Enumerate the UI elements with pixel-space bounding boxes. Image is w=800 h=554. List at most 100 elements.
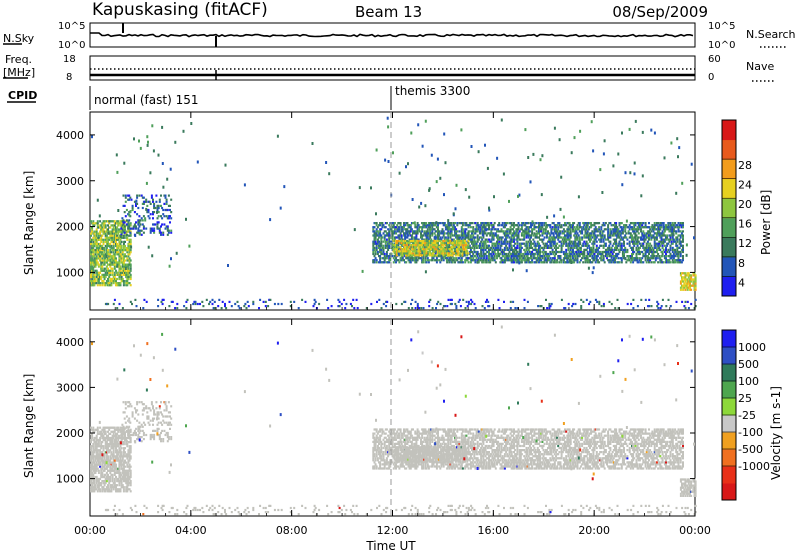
power-cell	[128, 275, 131, 279]
power-cell	[531, 252, 534, 256]
power-cell	[423, 232, 426, 235]
power-cell	[508, 236, 511, 239]
power-cell	[158, 198, 161, 201]
power-cell	[490, 255, 493, 258]
power-cell	[527, 156, 530, 159]
power-cell	[397, 239, 399, 243]
power-cell	[151, 254, 154, 258]
power-cell	[152, 198, 154, 201]
power-cell	[670, 232, 673, 235]
power-cell	[113, 263, 116, 266]
power-cell	[115, 277, 117, 281]
power-cell	[653, 224, 656, 227]
power-cell	[694, 276, 697, 279]
power-cell	[500, 236, 503, 239]
power-cell	[615, 224, 618, 227]
power-cell	[579, 248, 582, 251]
power-cell	[404, 300, 407, 303]
power-cell	[590, 252, 593, 256]
power-cell	[539, 244, 542, 247]
power-cell	[409, 259, 412, 262]
power-cell	[111, 247, 114, 250]
power-cell	[516, 234, 519, 237]
power-cell	[586, 226, 589, 229]
power-cell	[441, 250, 444, 253]
power-cell	[559, 257, 562, 260]
power-cell	[476, 234, 479, 237]
power-cell	[541, 238, 544, 241]
power-cell	[106, 302, 108, 306]
power-cell	[524, 232, 527, 235]
power-cell	[393, 255, 396, 258]
power-cell	[126, 267, 129, 270]
power-cell	[483, 257, 486, 260]
power-cell	[633, 224, 636, 227]
power-cell	[536, 250, 539, 254]
power-cell	[411, 298, 414, 301]
power-cell	[141, 219, 144, 222]
power-cell	[425, 226, 428, 229]
power-cell	[550, 259, 553, 262]
power-cell	[93, 261, 96, 264]
power-cell	[115, 280, 117, 283]
power-cell	[611, 248, 614, 251]
power-cell	[663, 240, 666, 243]
power-cell	[631, 248, 633, 251]
power-cell	[540, 228, 543, 231]
power-cell	[441, 257, 444, 260]
power-cell	[407, 259, 410, 262]
power-cell	[91, 267, 94, 270]
power-cell	[656, 300, 659, 303]
colorbar-segment	[722, 276, 736, 297]
power-cell	[502, 261, 505, 264]
power-cell	[426, 248, 429, 251]
power-cell	[483, 246, 486, 249]
power-cell	[111, 259, 114, 262]
power-cell	[565, 255, 568, 258]
power-cell	[549, 240, 552, 243]
power-cell	[128, 269, 131, 272]
power-cell	[442, 250, 445, 253]
power-cell	[520, 222, 523, 225]
power-cell	[405, 246, 407, 249]
power-cell	[99, 282, 102, 285]
power-cell	[406, 241, 409, 245]
power-cell	[572, 255, 574, 258]
power-cell	[542, 230, 545, 233]
power-cell	[118, 228, 121, 231]
power-cell	[644, 252, 647, 256]
power-cell	[113, 259, 116, 262]
power-cell	[575, 242, 578, 245]
power-cell	[528, 230, 531, 233]
power-cell	[621, 131, 623, 135]
power-cell	[435, 254, 438, 257]
power-cell	[165, 202, 168, 205]
power-cell	[412, 250, 415, 253]
power-cell	[507, 257, 510, 260]
power-cell	[514, 307, 517, 310]
power-cell	[677, 252, 680, 256]
power-cell	[121, 277, 124, 281]
power-cell	[484, 222, 487, 225]
power-cell	[112, 228, 115, 231]
power-cell	[567, 302, 570, 306]
power-cell	[614, 242, 616, 245]
power-cell	[403, 246, 406, 249]
power-cell	[527, 222, 530, 225]
power-cell	[444, 254, 447, 257]
power-cell	[661, 238, 664, 241]
power-cell	[573, 255, 576, 258]
power-cell	[674, 226, 677, 229]
power-cell	[414, 238, 417, 241]
power-cell	[663, 230, 666, 233]
power-cell	[92, 255, 95, 258]
power-cell	[681, 300, 684, 303]
power-cell	[671, 228, 674, 231]
power-cell	[547, 224, 549, 227]
power-cell	[447, 230, 450, 233]
power-cell	[694, 298, 697, 301]
power-cell	[490, 238, 493, 241]
power-cell	[676, 248, 679, 251]
power-cell	[666, 261, 669, 264]
power-cell	[644, 234, 647, 237]
